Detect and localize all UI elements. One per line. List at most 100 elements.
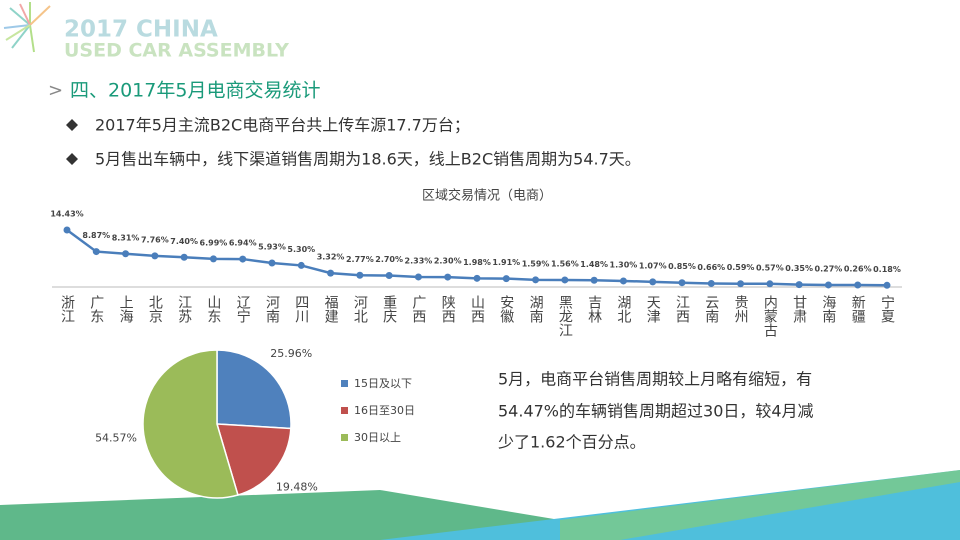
legend-label: 16日至30日 [354, 404, 415, 417]
point [385, 272, 393, 280]
value-label: 14.43% [50, 210, 83, 219]
point [590, 276, 598, 284]
point [649, 278, 657, 286]
x-tick-label: 吉林 [586, 295, 602, 323]
value-label: 2.33% [405, 256, 433, 265]
value-label: 0.85% [668, 262, 696, 271]
x-tick-label: 上海 [118, 295, 134, 323]
value-label: 5.93% [258, 242, 286, 251]
value-label: 54.57% [95, 432, 137, 445]
value-label: 1.59% [522, 259, 550, 268]
note: 54.47%的车辆销售周期超过30日，较4月减 [498, 402, 814, 421]
value-label: 7.40% [170, 237, 198, 246]
value-label: 1.91% [492, 258, 520, 267]
x-tick-label: 山西 [469, 295, 485, 323]
x-tick-label: 山东 [205, 295, 221, 323]
legend-label: 15日及以下 [354, 377, 412, 390]
value-label: 0.27% [815, 264, 843, 273]
point [356, 271, 364, 279]
point [268, 259, 276, 267]
x-tick-label: 湖北 [615, 295, 631, 324]
point [502, 275, 510, 283]
point [766, 280, 774, 288]
point [883, 281, 891, 289]
value-label: 0.57% [756, 263, 784, 272]
point [795, 281, 803, 289]
value-label: 19.48% [276, 481, 318, 494]
x-tick-label: 福建 [323, 295, 339, 324]
line-title: 区域交易情况（电商） [422, 188, 552, 204]
value-label: 2.77% [346, 255, 374, 264]
note: 少了1.62个百分点。 [498, 433, 646, 452]
point [707, 279, 715, 287]
x-tick-label: 天津 [645, 295, 661, 323]
point [297, 261, 305, 269]
x-tick-label: 河南 [264, 295, 280, 323]
x-tick-label: 陕西 [440, 295, 456, 323]
value-label: 0.66% [697, 263, 725, 272]
x-tick-label: 宁夏 [879, 294, 895, 323]
value-label: 25.96% [270, 347, 312, 360]
logo-line1: 2017 CHINA [64, 17, 218, 43]
x-tick-label: 重庆 [381, 295, 397, 323]
x-tick-label: 安徽 [498, 295, 514, 323]
x-tick-label: 北京 [147, 295, 163, 323]
value-label: 0.35% [785, 264, 813, 273]
value-label: 8.31% [112, 233, 140, 242]
value-label: 7.76% [141, 235, 169, 244]
x-tick-label: 甘肃 [791, 295, 807, 323]
x-tick-label: 新疆 [850, 295, 866, 323]
x-tick-label: 江苏 [176, 295, 192, 324]
point [63, 226, 71, 234]
value-label: 0.59% [727, 263, 755, 272]
point [532, 276, 540, 284]
pie-slice [215, 423, 292, 496]
point [414, 273, 422, 281]
point [678, 279, 686, 287]
legend-swatch [341, 407, 348, 414]
point [737, 280, 745, 288]
x-tick-label: 内蒙古 [762, 295, 778, 337]
point [122, 250, 130, 258]
value-label: 6.94% [229, 239, 257, 248]
value-label: 1.07% [639, 261, 667, 270]
value-label: 1.30% [610, 260, 638, 269]
point [327, 269, 335, 277]
logo-burst [3, 2, 51, 53]
legend-swatch [341, 434, 348, 441]
pie-slice [142, 349, 239, 499]
x-tick-label: 广西 [410, 295, 426, 323]
x-tick-label: 贵州 [733, 295, 749, 323]
x-tick-label: 广东 [88, 295, 104, 323]
point [180, 253, 188, 261]
deco [380, 470, 960, 540]
value-label: 1.48% [580, 260, 608, 269]
point [619, 277, 627, 285]
x-tick-label: 辽宁 [235, 295, 251, 323]
legend-label: 30日以上 [354, 431, 401, 444]
heading-marker: > [48, 80, 63, 101]
point [239, 255, 247, 263]
point [92, 248, 100, 256]
bullet: 2017年5月主流B2C电商平台共上传车源17.7万台； [95, 116, 470, 135]
x-tick-label: 海南 [820, 295, 836, 323]
point [151, 252, 159, 260]
deco [0, 490, 560, 540]
x-tick-label: 河北 [352, 295, 368, 324]
point [444, 273, 452, 281]
deco [560, 470, 960, 540]
point [561, 276, 569, 284]
x-tick-label: 湖南 [528, 295, 544, 323]
bullet-icons [66, 119, 78, 165]
value-label: 5.30% [287, 245, 315, 254]
x-tick-label: 江西 [674, 295, 690, 323]
point [854, 281, 862, 289]
logo-line2: USED CAR ASSEMBLY [64, 40, 289, 62]
value-label: 2.30% [434, 257, 462, 266]
bullet: 5月售出车辆中，线下渠道销售周期为18.6天，线上B2C销售周期为54.7天。 [95, 150, 641, 169]
point [209, 255, 217, 263]
x-tick-label: 黑龙江 [557, 295, 573, 337]
point [473, 274, 481, 282]
point [824, 281, 832, 289]
